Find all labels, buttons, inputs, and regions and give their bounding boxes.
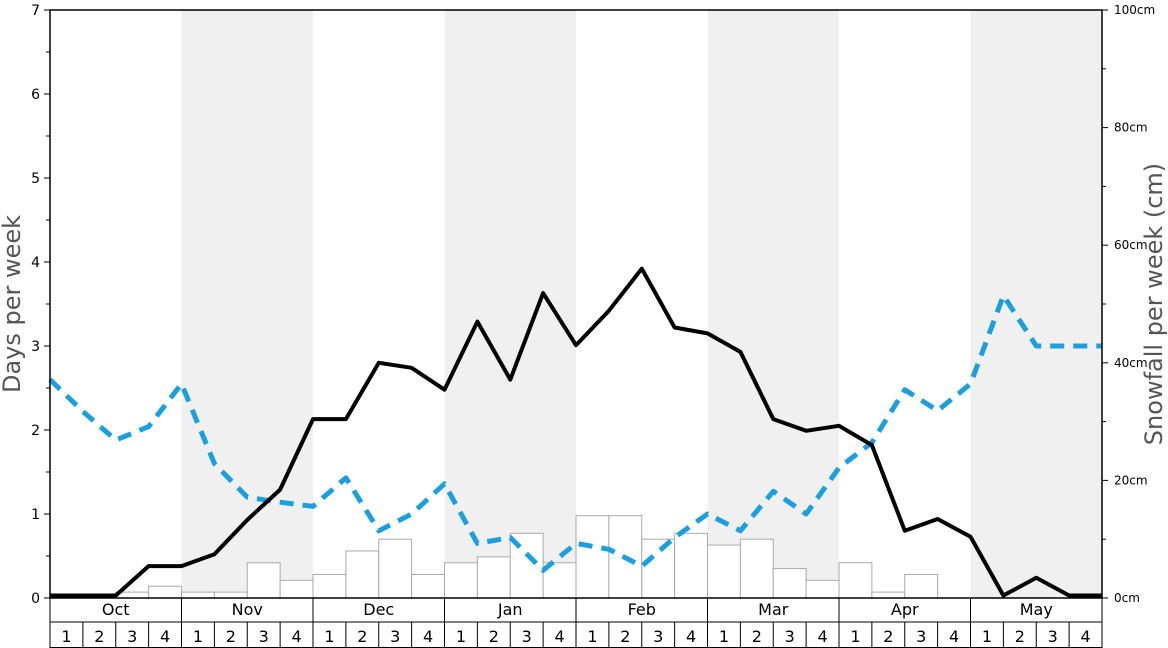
week-label: 4 bbox=[1080, 627, 1090, 646]
week-label: 3 bbox=[653, 627, 663, 646]
left-axis-label: Days per week bbox=[0, 215, 26, 393]
week-label: 4 bbox=[949, 627, 959, 646]
right-tick-label: 60cm bbox=[1114, 238, 1148, 252]
snowfall-bars bbox=[115, 515, 939, 599]
snowfall-bar bbox=[805, 579, 840, 599]
snowfall-bar bbox=[181, 591, 215, 599]
left-tick-label: 3 bbox=[31, 339, 40, 355]
week-label: 3 bbox=[916, 627, 926, 646]
right-tick-label: 40cm bbox=[1114, 356, 1148, 370]
black-line bbox=[50, 266, 1102, 598]
snowfall-bar bbox=[707, 544, 741, 599]
snowfall-bar bbox=[772, 568, 807, 599]
snowfall-bar bbox=[641, 538, 676, 599]
snowfall-bar bbox=[148, 585, 182, 599]
week-label: 3 bbox=[785, 627, 795, 646]
week-label: 1 bbox=[456, 627, 466, 646]
right-axis-label: Snowfall per week (cm) bbox=[1140, 163, 1168, 445]
week-label: 1 bbox=[193, 627, 203, 646]
left-tick-label: 2 bbox=[31, 423, 40, 439]
snowfall-bar bbox=[411, 573, 445, 599]
left-tick-label: 7 bbox=[31, 3, 40, 19]
left-tick-label: 5 bbox=[31, 171, 40, 187]
month-axis: Oct 1 2 3 4 Nov 1 2 3 4 Dec 1 2 3 4 Jan 1 2 3 4 Feb 1 2 3 4 Mar 1 2… bbox=[49, 598, 1103, 648]
left-tick-label: 6 bbox=[31, 87, 40, 103]
week-label: 2 bbox=[357, 627, 367, 646]
week-label: 4 bbox=[160, 627, 170, 646]
snowfall-bar bbox=[476, 556, 511, 599]
week-label: 2 bbox=[883, 627, 893, 646]
week-label: 4 bbox=[817, 627, 827, 646]
week-label: 2 bbox=[752, 627, 762, 646]
week-label: 4 bbox=[423, 627, 433, 646]
week-label: 3 bbox=[259, 627, 269, 646]
snowfall-bar bbox=[674, 532, 708, 599]
week-label: 4 bbox=[291, 627, 301, 646]
right-tick-label: 0cm bbox=[1114, 591, 1140, 605]
month-shade-may bbox=[970, 10, 1102, 598]
month-shade-nov bbox=[181, 10, 313, 598]
series-lines bbox=[48, 266, 1102, 598]
snowfall-bar bbox=[312, 573, 347, 599]
snowfall-bar bbox=[345, 550, 380, 599]
snowfall-bar bbox=[739, 538, 774, 599]
week-label: 4 bbox=[686, 627, 696, 646]
month-label-mar: Mar bbox=[758, 600, 789, 619]
left-tick-label: 0 bbox=[31, 591, 40, 607]
right-tick-label: 100cm bbox=[1114, 3, 1155, 17]
week-label: 4 bbox=[554, 627, 564, 646]
left-tick-label: 4 bbox=[31, 255, 40, 271]
week-label: 2 bbox=[226, 627, 236, 646]
week-label: 1 bbox=[850, 627, 860, 646]
snowfall-bar bbox=[444, 562, 478, 599]
week-label: 3 bbox=[1048, 627, 1058, 646]
month-shade-jan bbox=[444, 10, 576, 598]
week-label: 1 bbox=[587, 627, 597, 646]
week-label: 1 bbox=[61, 627, 71, 646]
week-label: 3 bbox=[127, 627, 137, 646]
month-label-oct: Oct bbox=[102, 600, 130, 619]
snowfall-bar bbox=[213, 591, 248, 599]
right-axis: 0cm 20cm 40cm 60cm 80cm 100cm bbox=[1102, 3, 1155, 605]
left-axis: 0 1 2 3 4 5 6 7 bbox=[31, 3, 50, 607]
snowfall-bar bbox=[246, 562, 281, 599]
month-label-nov: Nov bbox=[232, 600, 263, 619]
right-tick-label: 80cm bbox=[1114, 121, 1148, 135]
snowfall-bar bbox=[575, 515, 610, 599]
month-label-dec: Dec bbox=[363, 600, 394, 619]
week-label: 1 bbox=[982, 627, 992, 646]
blue-dashed-line bbox=[48, 293, 1102, 573]
snowfall-bar bbox=[904, 573, 939, 599]
snowfall-bar bbox=[838, 562, 873, 599]
month-label-apr: Apr bbox=[891, 600, 919, 619]
snowfall-bar bbox=[279, 579, 314, 599]
left-tick-label: 1 bbox=[31, 507, 40, 523]
snowfall-bar bbox=[378, 538, 413, 599]
week-label: 2 bbox=[620, 627, 630, 646]
month-shading bbox=[181, 10, 1102, 598]
week-label: 3 bbox=[522, 627, 532, 646]
month-label-jan: Jan bbox=[497, 600, 523, 619]
month-shade-mar bbox=[707, 10, 839, 598]
week-label: 2 bbox=[94, 627, 104, 646]
right-tick-label: 20cm bbox=[1114, 473, 1148, 487]
week-label: 2 bbox=[1015, 627, 1025, 646]
month-label-may: May bbox=[1020, 600, 1053, 619]
month-label-feb: Feb bbox=[628, 600, 656, 619]
week-label: 3 bbox=[390, 627, 400, 646]
week-label: 2 bbox=[489, 627, 499, 646]
snowfall-bar bbox=[871, 591, 906, 599]
week-label: 1 bbox=[324, 627, 334, 646]
week-label: 1 bbox=[719, 627, 729, 646]
